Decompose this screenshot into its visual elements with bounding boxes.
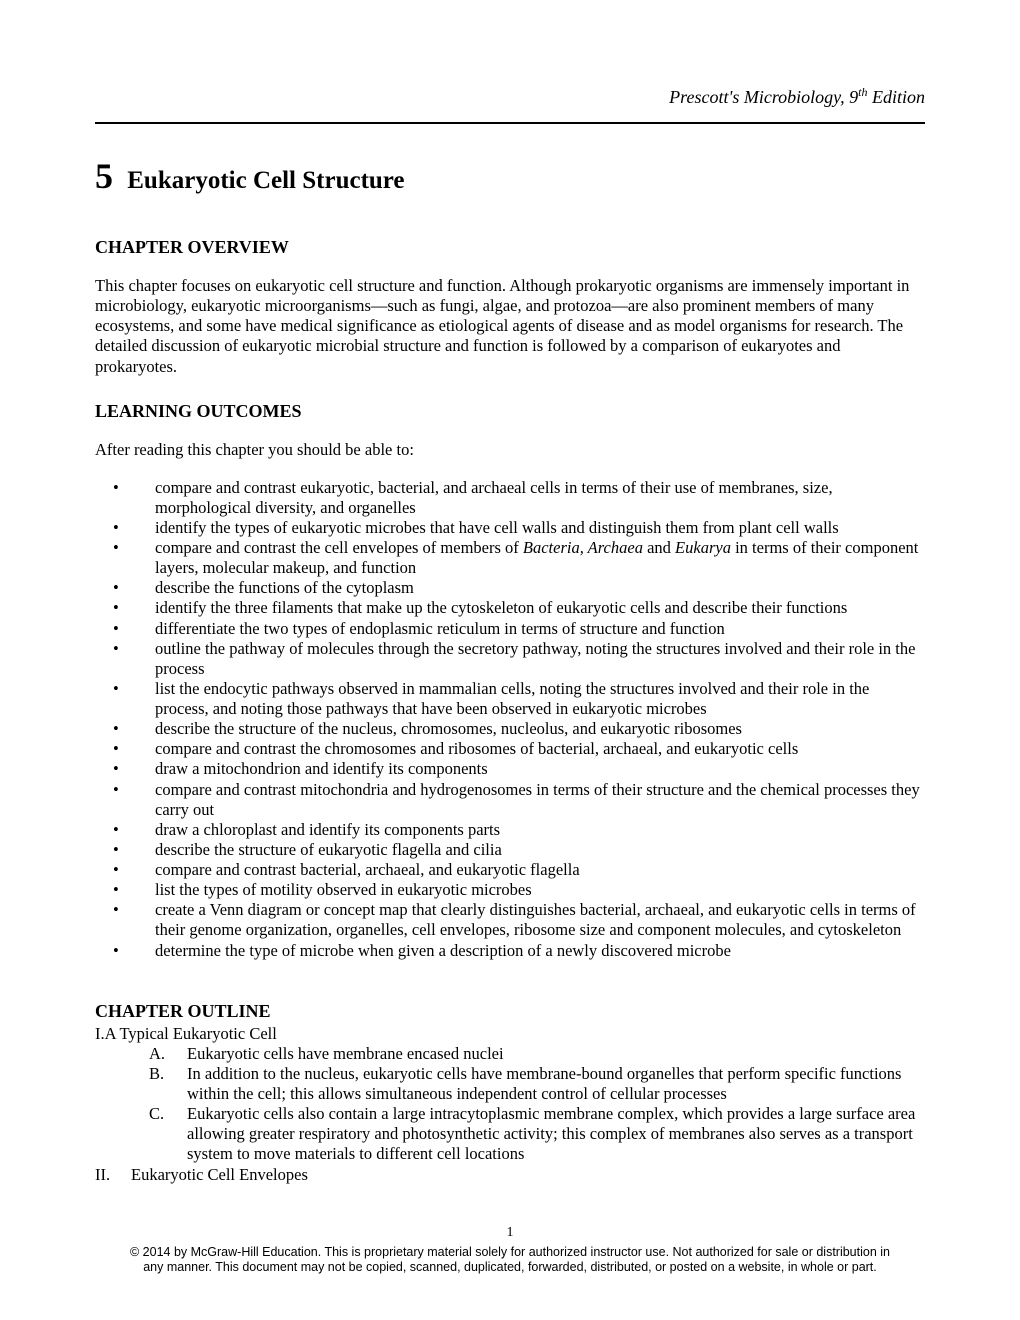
outline-subitem: B.In addition to the nucleus, eukaryotic… — [95, 1064, 925, 1104]
learning-outcome-item: compare and contrast bacterial, archaeal… — [95, 860, 925, 880]
learning-outcome-item: compare and contrast eukaryotic, bacteri… — [95, 478, 925, 518]
document-page: Prescott's Microbiology, 9th Edition 5 E… — [0, 0, 1020, 1185]
outline-subitem: A.Eukaryotic cells have membrane encased… — [95, 1044, 925, 1064]
overview-text: This chapter focuses on eukaryotic cell … — [95, 276, 925, 377]
outline-subitem-text: Eukaryotic cells also contain a large in… — [187, 1104, 925, 1164]
learning-outcome-item: determine the type of microbe when given… — [95, 941, 925, 961]
learning-outcomes-intro: After reading this chapter you should be… — [95, 440, 925, 460]
outline-subitem-label: B. — [95, 1064, 187, 1104]
learning-outcome-item: create a Venn diagram or concept map tha… — [95, 900, 925, 940]
outline-subitem-label: C. — [95, 1104, 187, 1164]
learning-outcome-item: describe the functions of the cytoplasm — [95, 578, 925, 598]
chapter-outline: I.A Typical Eukaryotic Cell A.Eukaryotic… — [95, 1024, 925, 1185]
outline-subitem-text: In addition to the nucleus, eukaryotic c… — [187, 1064, 925, 1104]
chapter-title-text: Eukaryotic Cell Structure — [127, 167, 404, 194]
copyright-text: © 2014 by McGraw-Hill Education. This is… — [120, 1245, 900, 1276]
learning-outcome-item: draw a mitochondrion and identify its co… — [95, 759, 925, 779]
learning-outcome-item: compare and contrast the cell envelopes … — [95, 538, 925, 578]
learning-outcome-item: draw a chloroplast and identify its comp… — [95, 820, 925, 840]
outline-subitem-label: A. — [95, 1044, 187, 1064]
learning-outcome-item: list the types of motility observed in e… — [95, 880, 925, 900]
outline-subitem-text: Eukaryotic cells have membrane encased n… — [187, 1044, 925, 1064]
chapter-title: 5 Eukaryotic Cell Structure — [95, 158, 925, 195]
outline-section-1: I.A Typical Eukaryotic Cell — [95, 1024, 925, 1044]
learning-outcomes-heading: LEARNING OUTCOMES — [95, 401, 925, 422]
outline-label-1: I. — [95, 1024, 105, 1043]
outline-label-2: II. — [95, 1165, 131, 1185]
outline-subitem: C.Eukaryotic cells also contain a large … — [95, 1104, 925, 1164]
running-head-title-pre: Prescott's Microbiology, 9 — [669, 87, 858, 107]
learning-outcome-item: list the endocytic pathways observed in … — [95, 679, 925, 719]
overview-heading: CHAPTER OVERVIEW — [95, 237, 925, 258]
page-number: 1 — [120, 1224, 900, 1242]
running-head-sup: th — [858, 85, 867, 99]
learning-outcome-item: outline the pathway of molecules through… — [95, 639, 925, 679]
learning-outcome-item: identify the three filaments that make u… — [95, 598, 925, 618]
learning-outcome-item: compare and contrast the chromosomes and… — [95, 739, 925, 759]
learning-outcome-item: describe the structure of eukaryotic fla… — [95, 840, 925, 860]
learning-outcomes-list: compare and contrast eukaryotic, bacteri… — [95, 478, 925, 961]
running-head-title-post: Edition — [868, 87, 926, 107]
outline-title-2: Eukaryotic Cell Envelopes — [131, 1165, 308, 1185]
horizontal-rule — [95, 122, 925, 124]
learning-outcome-item: differentiate the two types of endoplasm… — [95, 619, 925, 639]
outline-heading: CHAPTER OUTLINE — [95, 1001, 925, 1022]
outline-section-2: II. Eukaryotic Cell Envelopes — [95, 1165, 925, 1185]
outline-title-1: A Typical Eukaryotic Cell — [105, 1024, 277, 1043]
learning-outcome-item: identify the types of eukaryotic microbe… — [95, 518, 925, 538]
running-head: Prescott's Microbiology, 9th Edition — [95, 85, 925, 108]
learning-outcome-item: describe the structure of the nucleus, c… — [95, 719, 925, 739]
chapter-number: 5 — [95, 156, 113, 196]
learning-outcome-item: compare and contrast mitochondria and hy… — [95, 780, 925, 820]
page-footer: 1 © 2014 by McGraw-Hill Education. This … — [0, 1224, 1020, 1276]
